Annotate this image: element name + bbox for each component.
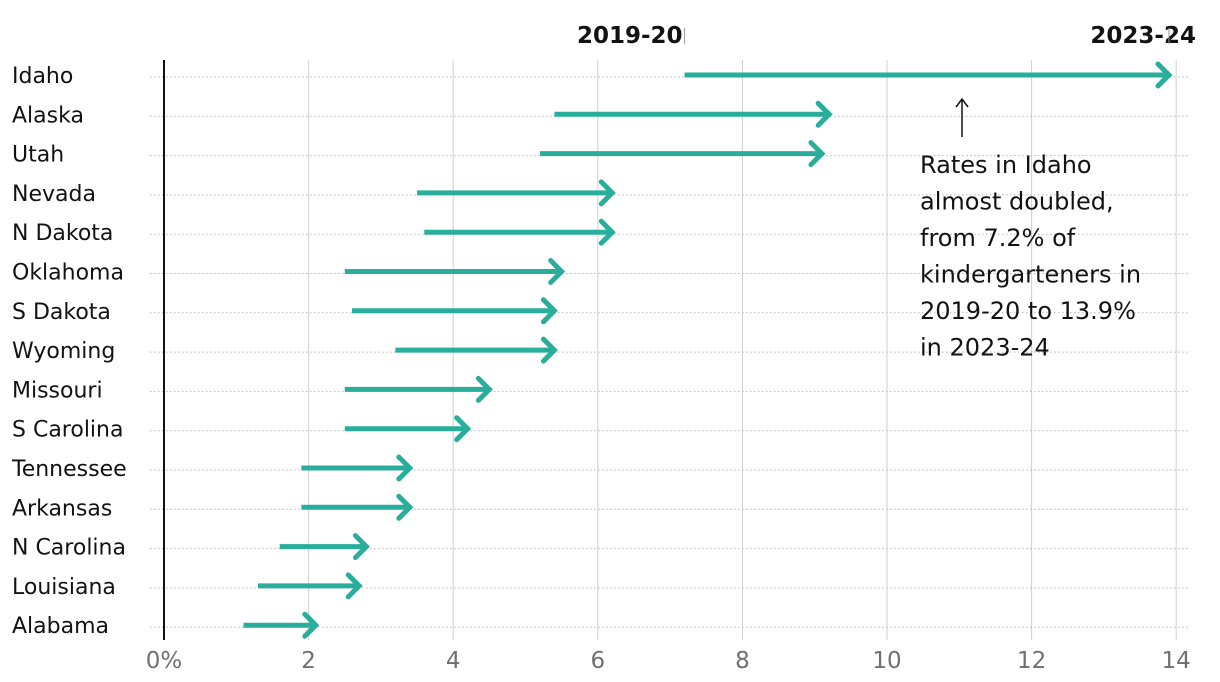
- arrow-head-alabama: [302, 611, 320, 639]
- state-labels: Idaho Alaska Utah Nevada N Dakota Oklahoma S D…: [11, 64, 127, 639]
- annotation-line-3: from 7.2% of: [920, 224, 1076, 252]
- x-tick-label-5: 10: [872, 648, 901, 674]
- arrow-missouri: [344, 375, 493, 403]
- arrow-n-dakota: [424, 218, 616, 246]
- state-label-s-carolina: S Carolina: [12, 418, 123, 443]
- annotation-line-4: kindergarteners in: [920, 261, 1141, 289]
- state-label-arkansas: Arkansas: [12, 496, 112, 521]
- state-label-tennessee: Tennessee: [11, 457, 127, 482]
- state-label-alabama: Alabama: [12, 614, 109, 639]
- arrow-tennessee: [301, 454, 414, 482]
- idaho-annotation: Rates in Idaho almost doubled, from 7.2% o…: [920, 97, 1141, 362]
- end-year-label: 2023-24: [1090, 23, 1196, 49]
- vertical-gridlines: [308, 60, 1177, 640]
- x-axis-tick-labels: 0% 2 4 6 8 10 12 14: [146, 648, 1191, 674]
- x-tick-label-3: 6: [590, 648, 605, 674]
- arrow-head-wyoming: [540, 336, 558, 364]
- annotation-line-2: almost doubled,: [920, 188, 1114, 216]
- arrow-head-s-dakota: [540, 297, 558, 325]
- arrow-utah: [539, 140, 826, 168]
- annotation-text: Rates in Idaho almost doubled, from 7.2% o…: [920, 151, 1141, 362]
- state-label-wyoming: Wyoming: [12, 339, 115, 364]
- arrow-nevada: [417, 179, 616, 207]
- state-label-n-dakota: N Dakota: [12, 221, 113, 246]
- arrow-head-oklahoma: [548, 258, 566, 285]
- state-label-n-carolina: N Carolina: [12, 536, 126, 561]
- start-year-label: 2019-20: [577, 23, 683, 49]
- state-label-missouri: Missouri: [12, 378, 103, 403]
- state-label-utah: Utah: [12, 143, 64, 168]
- arrow-series: [243, 61, 1173, 639]
- annotation-line-1: Rates in Idaho: [920, 151, 1092, 179]
- state-label-nevada: Nevada: [12, 182, 96, 207]
- state-label-s-dakota: S Dakota: [12, 300, 111, 325]
- arrow-wyoming: [395, 336, 558, 364]
- arrow-head-idaho: [1155, 61, 1173, 89]
- arrow-s-dakota: [351, 297, 558, 325]
- annotation-line-6: in 2023-24: [920, 334, 1050, 362]
- arrow-idaho: [684, 61, 1173, 89]
- state-label-oklahoma: Oklahoma: [12, 261, 124, 286]
- x-tick-label-7: 14: [1162, 648, 1191, 674]
- arrow-head-s-carolina: [454, 415, 472, 443]
- arrow-head-n-carolina: [352, 533, 370, 561]
- arrow-alabama: [243, 611, 320, 639]
- arrow-head-tennessee: [396, 454, 414, 482]
- arrow-louisiana: [257, 572, 363, 600]
- x-tick-label-4: 8: [735, 648, 750, 674]
- arrow-s-carolina: [344, 415, 472, 443]
- state-label-louisiana: Louisiana: [12, 575, 116, 600]
- arrow-head-alaska: [815, 100, 833, 128]
- annotation-arrow-head: [955, 97, 969, 108]
- arrow-head-nevada: [598, 179, 616, 207]
- x-tick-label-2: 4: [446, 648, 461, 674]
- arrow-n-carolina: [279, 533, 370, 561]
- arrow-oklahoma: [344, 258, 566, 285]
- arrow-head-utah: [808, 140, 826, 168]
- state-label-idaho: Idaho: [12, 64, 73, 89]
- arrow-head-missouri: [475, 375, 493, 403]
- column-labels: 2019-20 2023-24: [577, 23, 1196, 49]
- x-tick-label-0: 0%: [146, 648, 183, 674]
- annotation-line-5: 2019-20 to 13.9%: [920, 297, 1136, 325]
- arrow-head-louisiana: [345, 572, 363, 600]
- arrow-head-arkansas: [396, 493, 414, 521]
- state-label-alaska: Alaska: [12, 103, 84, 128]
- arrow-head-n-dakota: [598, 218, 616, 246]
- x-tick-label-1: 2: [301, 648, 316, 674]
- arrow-arkansas: [301, 493, 414, 521]
- arrow-alaska: [554, 100, 833, 128]
- x-tick-label-6: 12: [1017, 648, 1046, 674]
